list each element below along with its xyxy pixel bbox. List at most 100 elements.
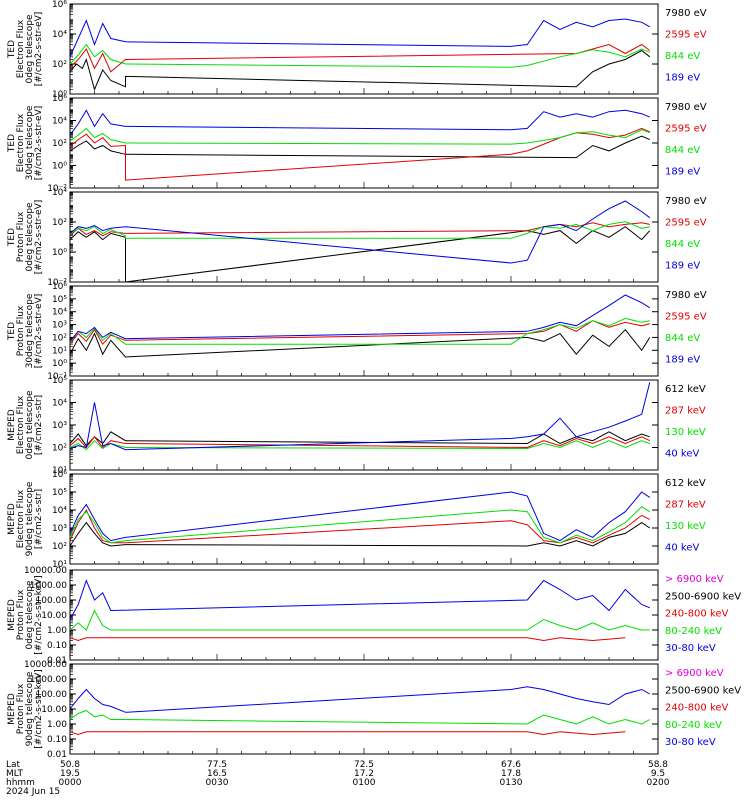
y-tick-label: 10000.00 xyxy=(24,660,67,670)
y-tick-label: 0.10 xyxy=(47,641,67,651)
series-line-30-80-kev xyxy=(69,686,651,713)
legend-entry: 2500-6900 keV xyxy=(665,685,741,696)
y-tick-label: 10³ xyxy=(52,321,67,331)
y-axis-label-line: TED xyxy=(7,40,17,59)
legend-entry: 130 keV xyxy=(665,521,706,532)
x-tick-label: 0130 xyxy=(500,778,523,788)
x-tick-label: 58.8 xyxy=(648,760,668,770)
y-tick-label: 10³ xyxy=(52,524,67,534)
series-line-40-kev xyxy=(69,382,651,451)
y-axis-label-line: Proton Flux xyxy=(16,211,26,262)
x-tick-label: 0000 xyxy=(59,778,82,788)
y-tick-label: 10⁶ xyxy=(52,282,67,292)
y-axis-label-line: 0deg telescope xyxy=(25,14,35,84)
series-line-240-800-kev xyxy=(69,731,626,736)
y-axis-label-line: [#/cm2-s-str-eV] xyxy=(34,12,44,87)
legend-entry: 2595 eV xyxy=(665,123,707,134)
legend-entry: 844 eV xyxy=(665,145,700,156)
y-axis-label-line: Proton Flux xyxy=(16,305,26,356)
y-tick-label: 10⁴ xyxy=(52,117,67,127)
series-line-844-ev xyxy=(69,221,650,239)
legend-entry: 80-240 keV xyxy=(665,720,722,731)
series-line-287-kev xyxy=(69,508,651,544)
y-axis-label-line: MEPED xyxy=(7,409,17,441)
series-line-30-80-kev xyxy=(69,579,650,620)
y-tick-label: 10² xyxy=(52,60,67,70)
legend-entry: 7980 eV xyxy=(665,290,707,301)
legend-entry: > 6900 keV xyxy=(665,668,724,679)
panel-3: 10⁻² 10⁰ 10² 10⁴ TEDProton Flux0deg telescop… xyxy=(7,188,707,288)
series-line-287-kev xyxy=(69,435,651,449)
x-tick-label: 72.5 xyxy=(354,760,374,770)
y-tick-label: 10² xyxy=(52,139,67,149)
x-row-label: MLT xyxy=(6,769,24,779)
y-tick-label: 10⁵ xyxy=(52,488,67,498)
y-tick-label: 1000.00 xyxy=(30,675,67,685)
y-tick-label: 10⁰ xyxy=(52,248,67,258)
y-tick-label: 100.00 xyxy=(36,690,68,700)
legend-entry: 189 eV xyxy=(665,72,700,83)
x-tick-label: 0030 xyxy=(206,778,229,788)
panel-4: 10⁻¹ 10⁰ 10¹ 10² 10³ 10⁴ 10⁵ 10⁶ TEDProton Flux3… xyxy=(7,282,707,382)
y-axis-label-line: MEPED xyxy=(7,599,17,631)
panel-frame xyxy=(69,3,659,95)
legend-entry: 612 keV xyxy=(665,478,706,489)
y-axis-label-line: Electron Flux xyxy=(16,113,26,172)
y-axis-label: TEDProton Flux0deg telescope[#/cm2-s-str… xyxy=(7,200,44,275)
y-axis-label: MEPEDElectron Flux90deg telescope[#/cm2-… xyxy=(7,481,44,556)
legend-entry: 40 keV xyxy=(665,542,699,553)
series-line-189-ev xyxy=(69,109,650,136)
y-axis-label-line: 0deg telescope xyxy=(25,580,35,650)
x-row-label: Lat xyxy=(6,760,21,770)
y-axis-label: MEPEDProton Flux90deg telescope[#/cm2-s-… xyxy=(7,669,44,748)
series-line-7980-ev xyxy=(69,135,650,159)
y-axis-label-line: Electron Flux xyxy=(16,489,26,548)
y-axis-label: TEDElectron Flux0deg telescope[#/cm2-s-s… xyxy=(7,12,44,87)
series-line-130-kev xyxy=(69,439,650,451)
y-tick-label: 1000.00 xyxy=(30,581,67,591)
panel-frame xyxy=(69,473,659,565)
y-axis-label-line: TED xyxy=(7,322,17,341)
x-tick-label: 0100 xyxy=(353,778,376,788)
y-tick-label: 10⁻² xyxy=(47,278,67,288)
y-axis-label-line: TED xyxy=(7,228,17,247)
y-tick-label: 1.00 xyxy=(47,720,67,730)
y-axis-label-line: MEPED xyxy=(7,503,17,535)
panel-frame xyxy=(69,379,659,471)
series-line-189-ev xyxy=(69,294,651,342)
y-tick-label: 0.01 xyxy=(47,656,67,666)
y-tick-label: 10⁰ xyxy=(52,359,67,369)
y-axis-label-line: [#/cm2-s-str-eV] xyxy=(34,106,44,181)
panel-frame xyxy=(69,285,659,377)
panel-7: 0.010.101.0010.00100.001000.0010000.00ME… xyxy=(7,566,741,666)
legend-entry: 240-800 keV xyxy=(665,703,729,714)
legend-entry: 844 eV xyxy=(665,333,700,344)
x-tick-label: 9.5 xyxy=(651,769,665,779)
y-axis-label-line: 90deg telescope xyxy=(25,481,35,556)
legend-entry: 189 eV xyxy=(665,166,700,177)
y-axis-label: TEDElectron Flux30deg telescope[#/cm2-s-… xyxy=(7,105,44,180)
y-tick-label: 10.00 xyxy=(41,611,67,621)
series-line-7980-ev xyxy=(69,328,651,358)
panel-5: 10¹ 10² 10³ 10⁴ 10⁵ MEPEDElectron Flux0deg te… xyxy=(7,376,706,476)
y-tick-label: 10⁵ xyxy=(52,376,67,386)
legend-entry: 80-240 keV xyxy=(665,626,722,637)
y-tick-label: 10⁰ xyxy=(52,90,67,100)
y-tick-label: 0.10 xyxy=(47,735,67,745)
y-tick-label: 10² xyxy=(52,542,67,552)
series-line-2595-ev xyxy=(69,222,650,237)
y-axis-label-line: [#/cm2-s-str] xyxy=(34,489,44,549)
y-tick-label: 10⁶ xyxy=(52,0,67,10)
series-line-189-ev xyxy=(69,200,651,264)
x-tick-label: 17.8 xyxy=(501,769,521,779)
legend-entry: 189 eV xyxy=(665,354,700,365)
y-axis-label-line: Electron Flux xyxy=(16,19,26,78)
x-tick-label: 0200 xyxy=(647,778,670,788)
legend-entry: 30-80 keV xyxy=(665,737,716,748)
panel-1: 10⁰ 10² 10⁴ 10⁶ TEDElectron Flux0deg telesco… xyxy=(7,0,707,100)
y-tick-label: 10⁴ xyxy=(52,30,67,40)
y-axis-label: TEDProton Flux30deg telescope[#/cm2-s-st… xyxy=(7,293,44,368)
series-line-7980-ev xyxy=(69,49,651,92)
series-line-7980-ev xyxy=(69,226,651,283)
